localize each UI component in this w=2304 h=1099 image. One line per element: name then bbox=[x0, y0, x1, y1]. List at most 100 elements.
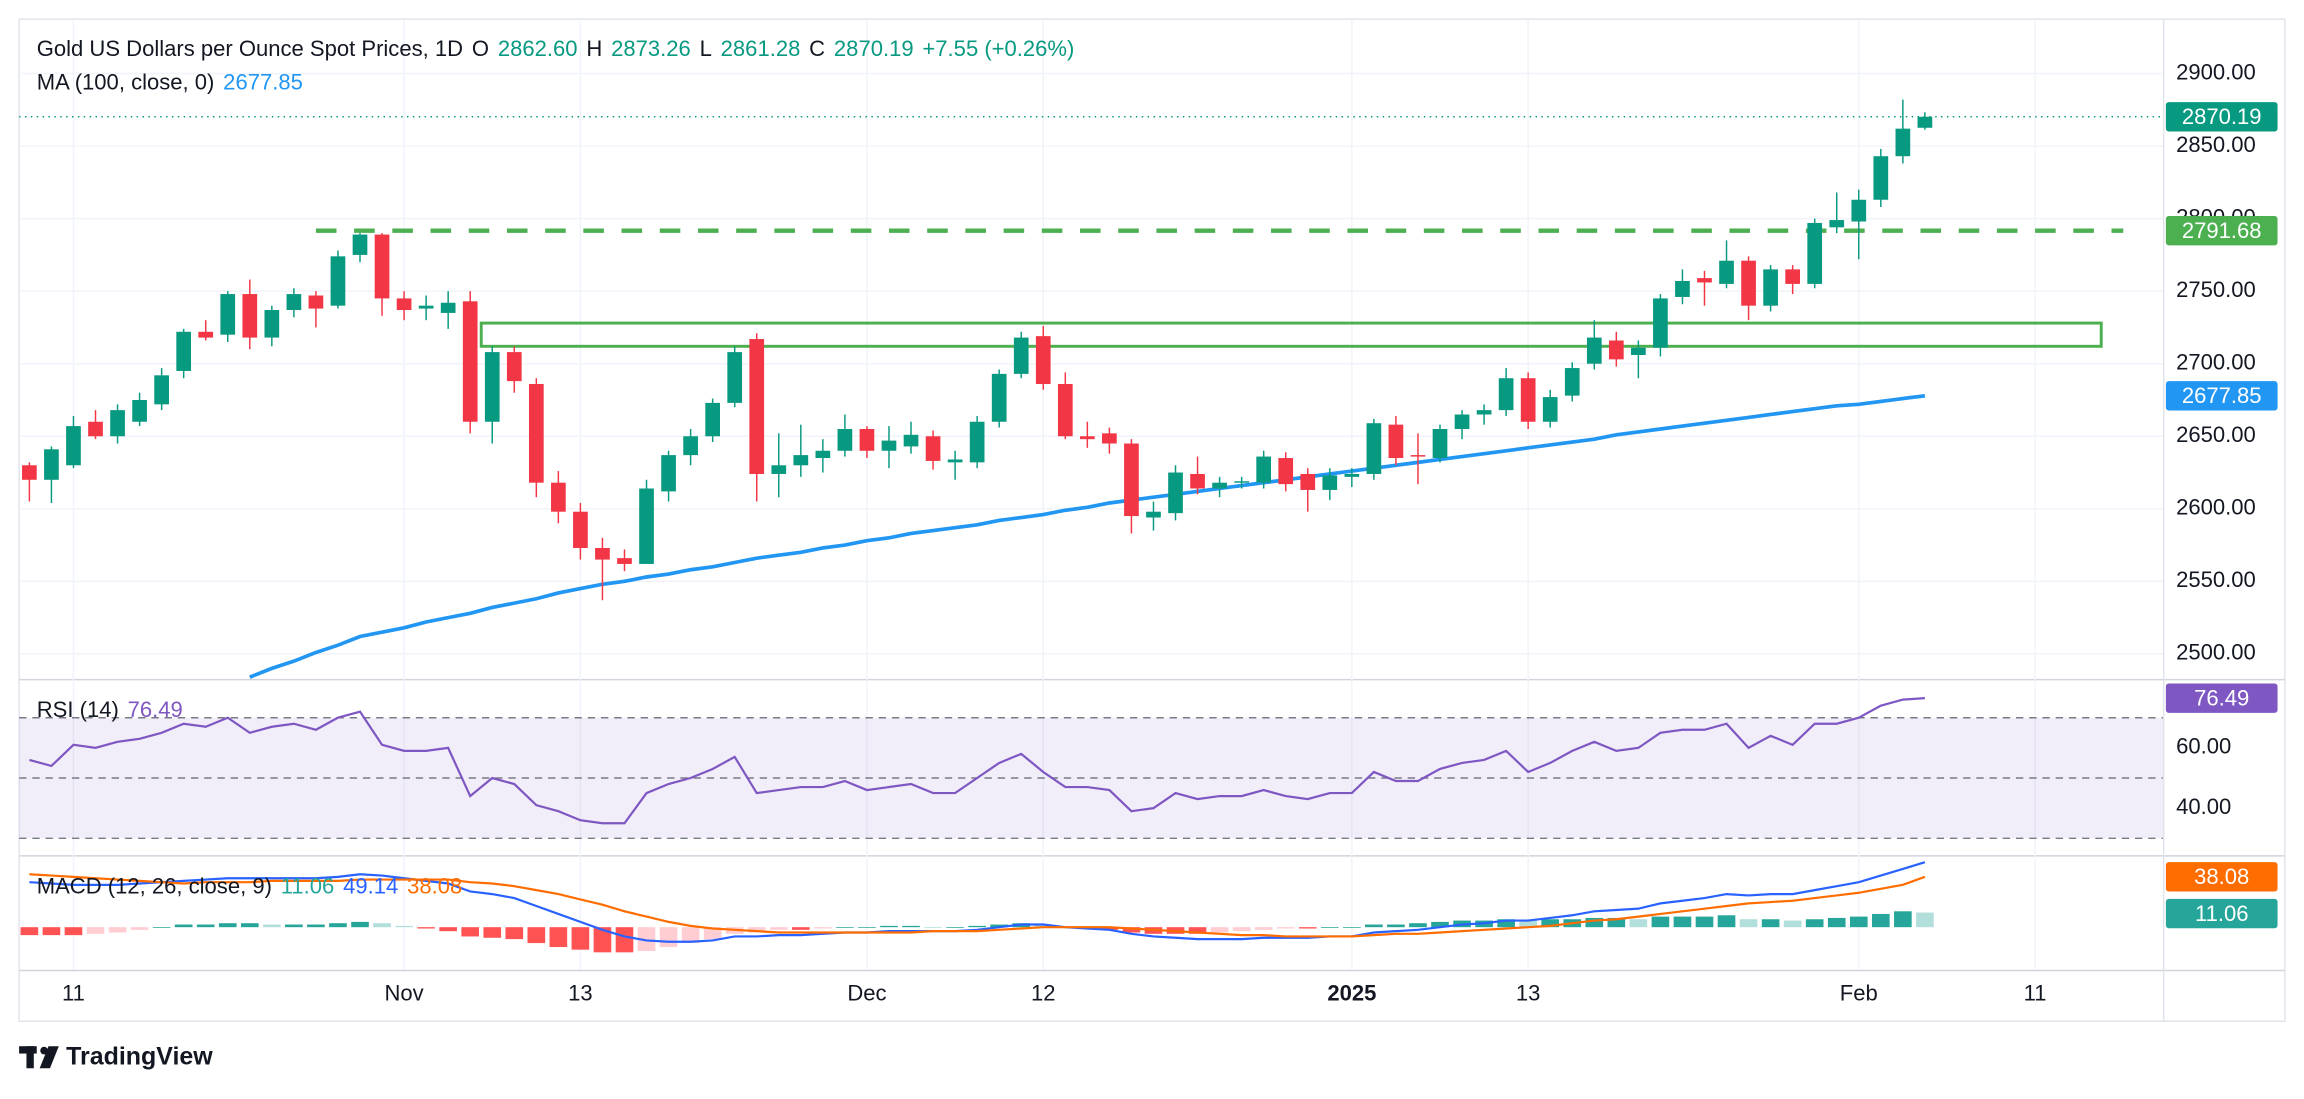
macd-hist-bar bbox=[108, 927, 127, 933]
candle-body bbox=[22, 465, 37, 480]
macd-hist-bar bbox=[1761, 919, 1780, 928]
candle-body bbox=[154, 375, 169, 405]
macd-hist-bar bbox=[1519, 920, 1537, 928]
candle-body bbox=[330, 256, 346, 306]
candle-body bbox=[1388, 424, 1404, 459]
header-fields: O 2862.60 H 2873.26 L 2861.28 C 2870.19 bbox=[472, 37, 914, 63]
macd-hist-bar bbox=[1122, 927, 1141, 933]
candle-body bbox=[661, 455, 676, 492]
header-key: H bbox=[586, 36, 603, 62]
macd-hist-bar bbox=[505, 927, 524, 940]
macd-hist-bar bbox=[1805, 919, 1824, 928]
candle-body bbox=[1697, 278, 1712, 283]
candle-body bbox=[132, 399, 147, 422]
rsi-value: 76.49 bbox=[128, 698, 183, 724]
macd-hist-bar bbox=[285, 924, 303, 928]
candle-body bbox=[595, 547, 610, 560]
macd-hist-bar bbox=[196, 924, 215, 928]
header-key: L bbox=[699, 36, 712, 62]
candle-body bbox=[1608, 340, 1624, 360]
macd-hist-bar bbox=[483, 927, 502, 938]
logo-shape bbox=[39, 1046, 59, 1069]
candle-body bbox=[418, 305, 434, 309]
rsi-legend: RSI (14) 76.49 bbox=[37, 698, 183, 724]
value-badge-label: 2791.68 bbox=[2182, 218, 2262, 243]
candle-body bbox=[286, 294, 302, 311]
macd-hist-bar bbox=[1739, 919, 1758, 928]
macd-hist-bar bbox=[1695, 916, 1714, 928]
macd-hist-bar bbox=[1717, 915, 1736, 928]
candle-body bbox=[1520, 378, 1536, 422]
macd-line-value: 49.14 bbox=[343, 874, 399, 900]
macd-hist-bar bbox=[395, 925, 413, 928]
macd-hist-bar bbox=[1254, 927, 1273, 930]
ma-value: 2677.85 bbox=[223, 70, 303, 96]
macd-hist-bar bbox=[130, 927, 149, 930]
candle-body bbox=[396, 298, 412, 311]
macd-hist-bar bbox=[1607, 917, 1626, 928]
y-tick-label: 2500.00 bbox=[2176, 640, 2256, 665]
candle-body bbox=[44, 449, 59, 480]
macd-hist-bar bbox=[1210, 927, 1229, 933]
candle-body bbox=[1631, 347, 1646, 356]
candle-body bbox=[1675, 281, 1690, 297]
ma-line bbox=[249, 394, 1926, 679]
macd-hist-bar bbox=[1673, 916, 1692, 928]
macd-hist-bar bbox=[703, 927, 722, 940]
candle-body bbox=[1410, 455, 1426, 457]
value-badge-label: 11.06 bbox=[2195, 901, 2249, 926]
macd-hist-bar bbox=[1298, 927, 1317, 929]
macd-hist-bar bbox=[307, 924, 325, 928]
macd-hist-bar bbox=[814, 927, 832, 929]
macd-hist-bar bbox=[1365, 924, 1383, 928]
candle-body bbox=[1168, 472, 1183, 514]
y-tick-label: 2600.00 bbox=[2176, 495, 2256, 520]
macd-hist-bar bbox=[615, 927, 634, 953]
header-value: 2870.19 bbox=[833, 36, 914, 62]
x-tick-label: Feb bbox=[1840, 981, 1878, 1006]
macd-hist-bar bbox=[1431, 921, 1449, 928]
macd-hist-bar bbox=[64, 927, 83, 936]
ma-name: MA (100, close, 0) bbox=[36, 70, 215, 96]
candle-body bbox=[352, 234, 368, 255]
candle-body bbox=[440, 302, 456, 313]
value-badge-label: 38.08 bbox=[2194, 864, 2249, 889]
candle-body bbox=[198, 331, 214, 338]
macd-hist-bar bbox=[351, 921, 369, 928]
candle-body bbox=[881, 440, 897, 451]
brand-name: TradingView bbox=[66, 1043, 213, 1071]
macd-hist-bar bbox=[1409, 923, 1427, 928]
x-tick-label: Dec bbox=[847, 981, 886, 1006]
macd-line bbox=[29, 861, 1926, 943]
macd-name: MACD (12, 26, close, 9) bbox=[36, 874, 272, 900]
x-tick-label: 11 bbox=[62, 981, 85, 1006]
candle-body bbox=[1586, 337, 1602, 364]
macd-hist-bar bbox=[1849, 916, 1868, 928]
candle-body bbox=[1741, 260, 1756, 306]
macd-hist-bar bbox=[218, 923, 237, 928]
macd-hist-bar bbox=[329, 923, 347, 928]
macd-hist-bar bbox=[880, 925, 898, 928]
macd-hist-bar bbox=[1320, 927, 1339, 928]
macd-hist-bar bbox=[836, 927, 854, 928]
candle-body bbox=[1873, 156, 1889, 200]
macd-hist-bar bbox=[990, 924, 1009, 928]
header-key: O bbox=[471, 36, 490, 62]
axes: 11 Nov 13 Dec 12 2025 13 Feb 11 2500.00 2550.00 260… bbox=[62, 59, 2278, 1006]
candle-body bbox=[771, 465, 787, 474]
candle-body bbox=[220, 294, 236, 335]
value-badge bbox=[2165, 381, 2278, 411]
y-tick-label: 2700.00 bbox=[2176, 350, 2256, 375]
header-value: 2873.26 bbox=[611, 36, 691, 62]
macd-signal-value: 38.08 bbox=[407, 874, 463, 900]
candle-body bbox=[528, 384, 544, 483]
value-badge-label: 76.49 bbox=[2194, 685, 2249, 710]
x-tick-label: 13 bbox=[568, 981, 593, 1006]
header-legend: Gold US Dollars per Ounce Spot Prices, 1… bbox=[37, 37, 1075, 63]
candle-body bbox=[705, 402, 721, 437]
macd-line-value: 49.14 bbox=[343, 874, 398, 900]
ma-value: 2677.85 bbox=[223, 71, 303, 97]
candle-body bbox=[1542, 397, 1558, 422]
value-badge bbox=[2165, 898, 2278, 929]
